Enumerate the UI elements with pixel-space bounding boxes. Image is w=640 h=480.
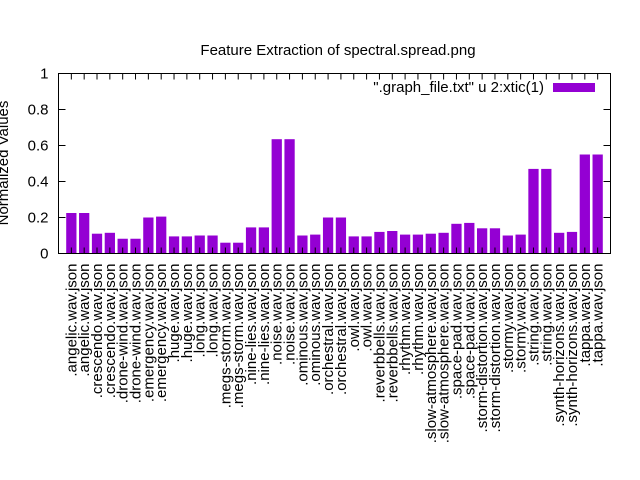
bar (438, 232, 449, 254)
x-tick-label: .nine-lies.wav.json (256, 264, 273, 385)
bar (451, 223, 462, 254)
bar (412, 234, 424, 254)
bar (156, 216, 167, 254)
bar (117, 238, 128, 254)
x-tick-label: .slow-atmosphere.wav.json (423, 264, 440, 444)
y-tick-label: 0.8 (28, 102, 49, 119)
x-tick-label: .drone-wind.wav.json (128, 264, 145, 404)
x-tick-label: .orchestral.wav.json (320, 264, 337, 395)
bar (464, 222, 475, 254)
bar (399, 234, 411, 254)
x-tick-label: .angelic.wav.json (63, 264, 80, 377)
legend-swatch (553, 83, 595, 92)
bar (335, 217, 347, 254)
x-tick-label: .slow-atmosphere.wav.json (436, 264, 453, 444)
x-tick-label: .owl.wav.json (359, 264, 376, 352)
bar (515, 234, 526, 254)
x-tick-label: .huge.wav.json (179, 264, 196, 363)
y-tick-label: 0 (40, 246, 48, 263)
bar (489, 228, 501, 254)
bar (541, 168, 552, 254)
legend-label: ".graph_file.txt" u 2:xtic(1) (373, 79, 544, 96)
bar (284, 139, 295, 254)
x-tick-label: .angelic.wav.json (76, 264, 93, 377)
legend: ".graph_file.txt" u 2:xtic(1) (373, 79, 595, 96)
y-axis-label: Normalized Values (0, 101, 12, 226)
bar (194, 235, 205, 254)
bar (168, 236, 180, 254)
x-tick-label: .space-pad.wav.json (461, 264, 478, 400)
bar (554, 232, 565, 254)
bars-group (66, 139, 603, 254)
x-tick-label: .long.wav.json (192, 264, 209, 358)
x-tick-label: .megs-storm.wav.json (217, 264, 234, 409)
x-tick-label: .string.wav.json (525, 264, 542, 366)
bar (374, 231, 385, 254)
bar (592, 154, 603, 254)
bar (566, 231, 578, 254)
x-tick-label: .emergency.wav.json (140, 264, 157, 403)
y-tick-label: 0.4 (28, 174, 49, 191)
bar (91, 233, 103, 254)
plot-frame (58, 73, 611, 254)
y-tick-label: 1 (40, 66, 48, 83)
x-axis-ticks: .angelic.wav.json.angelic.wav.json.cresc… (63, 73, 607, 444)
bar (387, 231, 398, 254)
bar (348, 236, 359, 254)
x-tick-label: .ominous.wav.json (294, 264, 311, 386)
bar (66, 213, 77, 254)
x-tick-label: .synth-horizons.wav.json (564, 264, 581, 427)
bar (297, 235, 308, 254)
x-tick-label: .tappa.wav.json (590, 264, 607, 367)
x-tick-label: .long.wav.json (205, 264, 222, 358)
y-tick-label: 0.6 (28, 138, 49, 155)
x-tick-label: .owl.wav.json (346, 264, 363, 352)
x-tick-label: .rhythm.wav.json (397, 264, 414, 375)
bar (528, 168, 539, 254)
x-tick-label: .nine-lies.wav.json (243, 264, 260, 385)
x-tick-label: .reverbbells.wav.json (371, 264, 388, 403)
x-tick-label: .stormy.wav.json (513, 264, 530, 373)
x-tick-label: .noise.wav.json (282, 264, 299, 365)
bar (502, 235, 513, 254)
x-tick-label: .huge.wav.json (166, 264, 183, 363)
bar (130, 238, 141, 254)
bar (310, 234, 321, 254)
x-tick-label: .space-pad.wav.json (448, 264, 465, 400)
x-tick-label: .orchestral.wav.json (333, 264, 350, 395)
x-tick-label: .noise.wav.json (269, 264, 286, 365)
x-tick-label: .storm-distortion.wav.json (474, 264, 491, 433)
x-tick-label: .tappa.wav.json (577, 264, 594, 367)
bar (258, 227, 270, 254)
x-tick-label: .crescendo.wav.json (89, 264, 106, 399)
x-tick-label: .storm-distortion.wav.json (487, 264, 504, 433)
bar (579, 154, 590, 254)
bar (181, 236, 193, 254)
y-tick-label: 0.2 (28, 210, 49, 227)
x-tick-label: .synth-horizons.wav.json (551, 264, 568, 427)
bar (245, 227, 257, 254)
bar (322, 217, 334, 254)
x-tick-label: .string.wav.json (538, 264, 555, 366)
bar (361, 236, 372, 254)
bar (425, 233, 436, 254)
bar (143, 217, 154, 254)
x-tick-label: .stormy.wav.json (500, 264, 517, 373)
bar (104, 232, 115, 254)
x-tick-label: .megs-storm.wav.json (230, 264, 247, 409)
x-tick-label: .ominous.wav.json (307, 264, 324, 386)
bar (207, 235, 218, 254)
bar (476, 228, 488, 254)
chart-title: Feature Extraction of spectral.spread.pn… (200, 42, 475, 59)
bar (79, 213, 90, 254)
bar (271, 139, 282, 254)
x-tick-label: .drone-wind.wav.json (115, 264, 132, 404)
x-tick-label: .rhythm.wav.json (410, 264, 427, 375)
x-tick-label: .reverbbells.wav.json (384, 264, 401, 403)
x-tick-label: .crescendo.wav.json (102, 264, 119, 399)
x-tick-label: .emergency.wav.json (153, 264, 170, 403)
